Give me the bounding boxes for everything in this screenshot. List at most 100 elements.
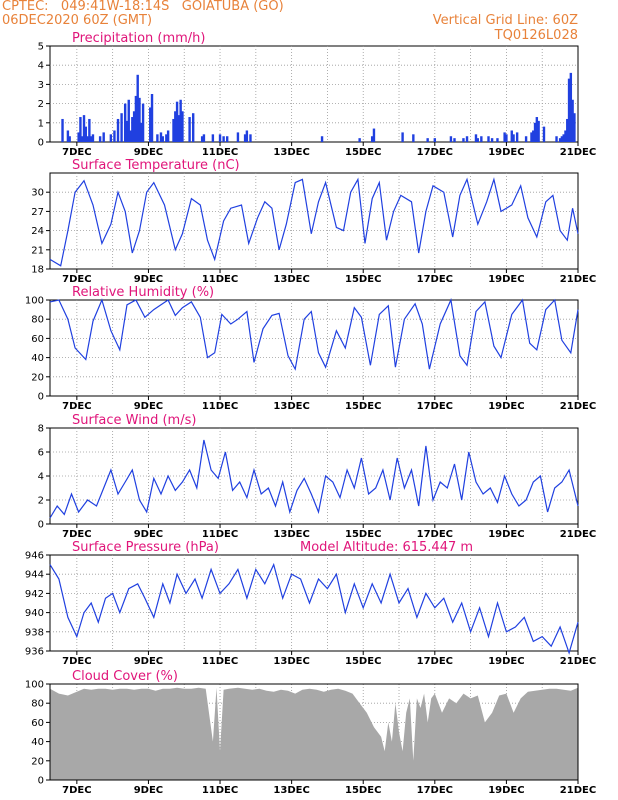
x-tick-label: 7DEC [62, 274, 91, 285]
precip-bar [532, 130, 535, 142]
precip-bar [98, 136, 102, 142]
precip-bar [141, 103, 145, 142]
precip-bar [66, 130, 70, 142]
precip-bar [84, 126, 87, 142]
precip-bar [138, 97, 141, 142]
precip-bar [487, 136, 490, 142]
precip-bar [116, 118, 120, 142]
x-tick-label: 9DEC [134, 785, 163, 796]
y-tick-label: 0 [38, 520, 44, 531]
panel-annotation: Model Altitude: 615.447 m [300, 540, 473, 555]
precip-bar [476, 138, 479, 142]
precip-bar [562, 134, 565, 142]
x-tick-label: 11DEC [202, 147, 238, 158]
x-tick-label: 13DEC [273, 147, 309, 158]
x-tick-label: 13DEC [273, 274, 309, 285]
precip-bar [68, 136, 71, 142]
panel-1: 18 21 24 27 30 7DEC 9DEC 11DEC 13DEC 15DEC 17DEC 19… [31, 158, 596, 285]
x-tick-label: 13DEC [273, 529, 309, 540]
y-tick-label: 60 [31, 718, 44, 729]
plot-frame-top [49, 683, 579, 781]
precip-bar [566, 118, 569, 142]
x-tick-label: 21DEC [560, 401, 596, 412]
precip-bar [86, 136, 89, 142]
x-tick-label: 13DEC [273, 656, 309, 667]
precip-bar [320, 136, 324, 142]
precip-bar [558, 138, 562, 142]
x-tick-label: 7DEC [62, 147, 91, 158]
y-tick-label: 0 [38, 138, 44, 149]
precip-bar [123, 103, 127, 142]
precip-bar [474, 134, 478, 142]
precip-bar [179, 99, 182, 142]
x-tick-label: 17DEC [417, 529, 453, 540]
precip-bar [433, 138, 437, 142]
y-tick-label: 30 [31, 188, 44, 199]
x-tick-label: 17DEC [417, 274, 453, 285]
y-tick-label: 100 [25, 680, 44, 691]
series-line [49, 562, 579, 655]
x-tick-label: 19DEC [488, 147, 524, 158]
x-tick-label: 15DEC [345, 401, 381, 412]
precip-bar [81, 136, 84, 142]
precip-bar [225, 136, 229, 142]
y-tick-label: 936 [25, 647, 44, 658]
y-tick-label: 80 [31, 315, 44, 326]
y-tick-label: 2 [38, 99, 44, 110]
x-tick-label: 17DEC [417, 656, 453, 667]
precip-bar [222, 136, 225, 142]
precip-bar [91, 134, 95, 142]
precip-bar [358, 138, 361, 142]
x-tick-label: 15DEC [345, 274, 381, 285]
y-tick-label: 40 [31, 353, 44, 364]
precip-bar [174, 111, 177, 142]
y-tick-label: 938 [25, 627, 44, 638]
x-tick-label: 21DEC [560, 656, 596, 667]
x-tick-label: 7DEC [62, 656, 91, 667]
precip-bar [136, 74, 139, 142]
series-line [49, 297, 579, 371]
y-tick-label: 27 [31, 207, 44, 218]
precip-bar [200, 136, 204, 142]
precip-bar [89, 136, 93, 142]
x-tick-label: 19DEC [488, 401, 524, 412]
header-grid-line: Vertical Grid Line: 60Z [433, 13, 578, 28]
panel-title: Cloud Cover (%) [72, 669, 178, 684]
y-tick-label: 944 [25, 570, 44, 581]
y-tick-label: 3 [38, 80, 44, 91]
precip-bar [175, 101, 179, 142]
y-tick-label: 18 [31, 265, 44, 276]
precip-bar [542, 126, 546, 142]
header-location: CPTEC: 049:41W-18:14S GOIATUBA (GO) [2, 0, 284, 14]
precip-bar [131, 117, 134, 142]
x-tick-label: 7DEC [62, 401, 91, 412]
x-tick-label: 11DEC [202, 656, 238, 667]
x-tick-label: 9DEC [134, 401, 163, 412]
plot-frame [49, 299, 579, 397]
x-tick-label: 21DEC [560, 147, 596, 158]
precip-bar [211, 134, 215, 142]
precip-bar [571, 99, 574, 142]
precip-bar [102, 132, 105, 142]
precip-bar [125, 120, 129, 142]
precip-bar [166, 130, 170, 142]
x-tick-label: 19DEC [488, 785, 524, 796]
precip-bar [537, 120, 540, 142]
x-tick-label: 9DEC [134, 274, 163, 285]
y-tick-label: 100 [25, 296, 44, 307]
precip-bar [159, 132, 163, 142]
series-line [49, 439, 579, 519]
precip-bar [132, 111, 136, 142]
precip-bar [218, 134, 222, 142]
x-tick-label: 21DEC [560, 529, 596, 540]
y-tick-label: 60 [31, 334, 44, 345]
precip-bar [127, 99, 130, 142]
x-tick-label: 19DEC [488, 529, 524, 540]
precip-bar [149, 107, 152, 142]
precip-bar [510, 130, 513, 142]
precip-bar [150, 94, 154, 142]
x-tick-label: 9DEC [134, 529, 163, 540]
precip-bar [503, 132, 506, 142]
y-tick-label: 5 [38, 42, 44, 53]
precip-bar [61, 118, 64, 142]
